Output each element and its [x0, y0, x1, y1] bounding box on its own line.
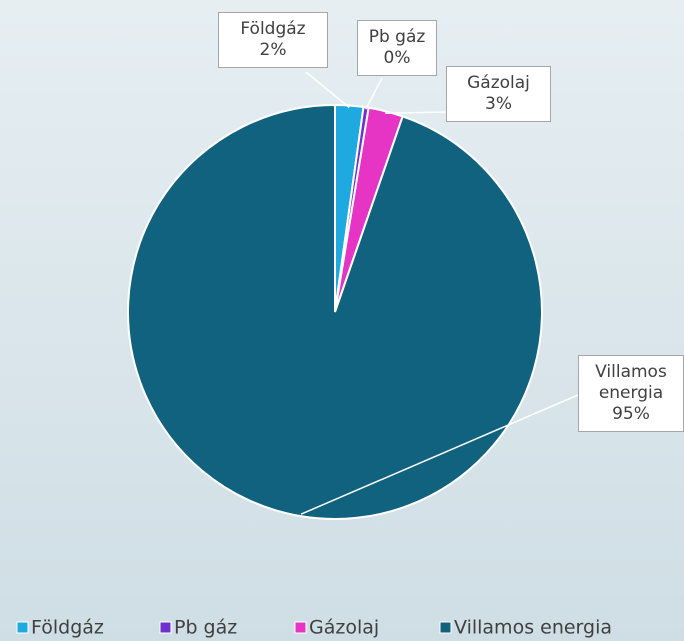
- data-label: 2%: [259, 40, 287, 60]
- legend-label: Villamos energia: [454, 617, 612, 639]
- callout-category: Gázolaj: [467, 73, 530, 93]
- leader-line: [385, 111, 447, 115]
- legend-label: Földgáz: [31, 617, 104, 639]
- data-label: 0%: [383, 48, 411, 68]
- legend-label: Gázolaj: [309, 617, 379, 639]
- legend-label: Pb gáz: [174, 617, 237, 639]
- legend-swatch: [294, 621, 307, 634]
- legend-swatch: [159, 621, 172, 634]
- data-callout: Gázolaj 3%: [446, 66, 551, 122]
- legend-swatch: [439, 621, 452, 634]
- leader-line: [305, 71, 350, 109]
- data-callout: Villamos energia 95%: [578, 355, 684, 432]
- callout-category: Pb gáz: [368, 27, 426, 47]
- leader-line: [365, 77, 383, 110]
- callout-category: Földgáz: [240, 19, 306, 39]
- leader-line: [300, 394, 579, 515]
- callout-category: Villamos energia: [595, 362, 667, 403]
- data-callout: Pb gáz 0%: [357, 20, 437, 76]
- legend-swatch: [16, 621, 29, 634]
- pie-slice: [127, 103, 543, 520]
- data-label: 3%: [485, 94, 512, 114]
- data-label: 95%: [612, 404, 650, 424]
- data-callout: Földgáz 2%: [218, 12, 328, 68]
